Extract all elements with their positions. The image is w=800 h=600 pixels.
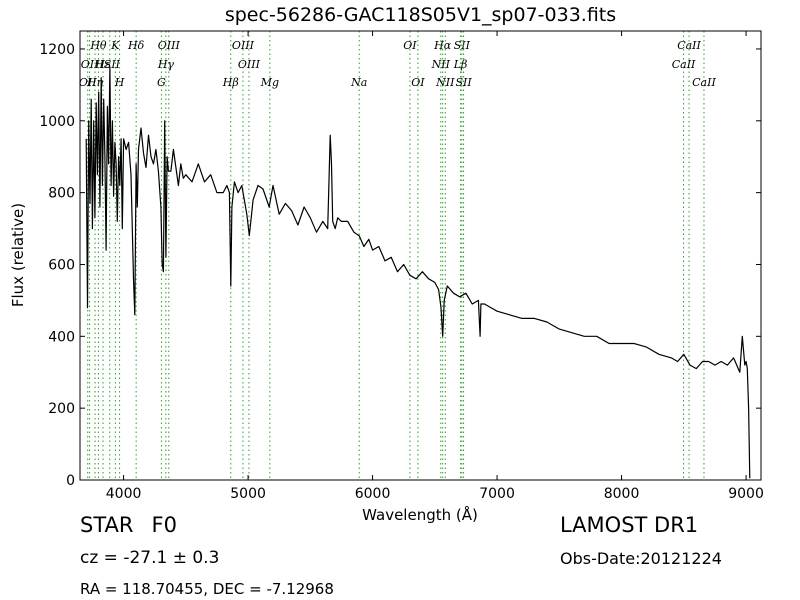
y-tick-label-6: 1200 [39, 42, 75, 58]
plot-frame [79, 30, 762, 481]
ra-dec: RA = 118.70455, DEC = -7.12968 [80, 580, 334, 598]
line-label-8: CaII [677, 39, 701, 52]
line-label-23: Na [350, 76, 367, 89]
y-tick-label-3: 600 [48, 257, 75, 273]
line-label-22: Mg [260, 76, 279, 89]
line-label-17: OII [79, 76, 97, 89]
line-label-7: SII [454, 39, 471, 52]
y-tick-label-1: 200 [48, 401, 75, 417]
line-label-20: G [157, 76, 166, 89]
y-tick-label-5: 1000 [39, 114, 75, 130]
line-label-21: Hβ [222, 76, 239, 89]
line-label-4: OIII [232, 39, 255, 52]
line-label-14: NII [431, 58, 451, 71]
line-label-6: Hα [433, 39, 452, 52]
x-tick-label-4: 8000 [604, 486, 640, 502]
x-tick-label-2: 6000 [355, 486, 391, 502]
line-label-13: OIII [238, 58, 261, 71]
line-label-15: Lβ [453, 58, 468, 71]
spectrum-line-0 [85, 66, 751, 479]
subclass: F0 [151, 513, 177, 537]
y-tick-label-2: 400 [48, 329, 75, 345]
line-label-19: H [114, 76, 125, 89]
line-label-0: Hθ [89, 39, 107, 52]
classification: STAR F0 [80, 513, 195, 537]
line-label-9: OII [81, 58, 99, 71]
survey-name: LAMOST DR1 [560, 513, 699, 537]
line-label-10: Hε [94, 58, 111, 71]
x-tick-label-1: 5000 [230, 486, 266, 502]
chart-title: spec-56286-GAC118S05V1_sp07-033.fits [224, 4, 617, 26]
redshift-cz: cz = -27.1 ± 0.3 [80, 548, 220, 568]
x-tick-label-3: 7000 [479, 486, 515, 502]
line-label-12: Hγ [157, 58, 175, 71]
line-label-3: OIII [158, 39, 181, 52]
object-class: STAR [80, 513, 134, 537]
line-label-27: CaII [692, 76, 716, 89]
x-axis-label: Wavelength (Å) [362, 506, 478, 524]
line-label-26: SII [455, 76, 472, 89]
line-label-24: OI [411, 76, 425, 89]
x-tick-label-0: 4000 [106, 486, 142, 502]
line-label-25: NII [435, 76, 455, 89]
line-label-2: Hδ [127, 39, 145, 52]
line-label-16: CaII [672, 58, 696, 71]
line-label-11: ISII [98, 58, 120, 71]
obs-date: Obs-Date:20121224 [560, 549, 722, 568]
line-label-18: Hη [86, 76, 104, 89]
y-tick-label-0: 0 [66, 473, 75, 489]
line-label-1: K [110, 39, 120, 52]
line-label-5: OI [403, 39, 417, 52]
x-tick-label-5: 9000 [728, 486, 764, 502]
y-tick-label-4: 800 [48, 186, 75, 202]
